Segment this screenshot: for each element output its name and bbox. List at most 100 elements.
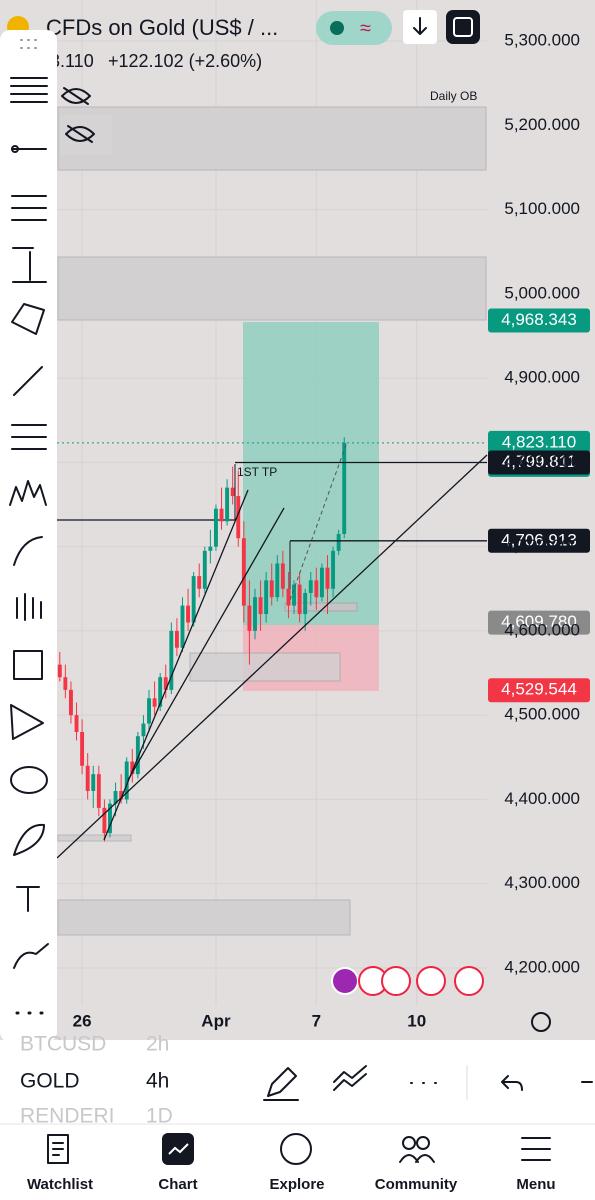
candle-body bbox=[319, 567, 324, 598]
tool[interactable] bbox=[9, 480, 47, 506]
watch-interval[interactable]: 4h bbox=[146, 1070, 169, 1093]
tool[interactable] bbox=[12, 247, 47, 283]
fullscreen-icon bbox=[453, 17, 473, 37]
price-label: 4,823.110 bbox=[502, 432, 576, 451]
candle-body bbox=[180, 605, 185, 648]
price: 3.110 bbox=[50, 51, 94, 71]
x-tick-label: 7 bbox=[312, 1011, 321, 1030]
candle-body bbox=[158, 677, 163, 707]
tool[interactable] bbox=[11, 303, 45, 335]
nav-icon[interactable] bbox=[521, 1137, 551, 1161]
zone bbox=[57, 106, 487, 171]
event-icon[interactable] bbox=[416, 966, 446, 996]
settings-icon[interactable] bbox=[531, 1012, 551, 1032]
y-tick-label: 5,000.000 bbox=[504, 283, 580, 302]
nav-icon[interactable] bbox=[47, 1134, 69, 1164]
price-label: 4,968.343 bbox=[501, 310, 577, 329]
watch-symbol[interactable]: BTCUSD bbox=[20, 1033, 106, 1056]
y-tick-label: 5,300.000 bbox=[504, 31, 580, 50]
tool[interactable] bbox=[10, 704, 44, 740]
candle-body bbox=[130, 761, 135, 775]
candle-body bbox=[191, 576, 196, 623]
tool[interactable] bbox=[10, 766, 48, 794]
candle-body bbox=[286, 588, 291, 606]
levels: 4,968.3434,823.11002:06:024,799.8114,706… bbox=[57, 308, 590, 703]
watch-interval[interactable]: 1D bbox=[146, 1105, 173, 1128]
nav-label[interactable]: Menu bbox=[516, 1176, 555, 1193]
candle-body bbox=[135, 736, 140, 775]
nav-label[interactable]: Watchlist bbox=[27, 1176, 93, 1193]
candle-body bbox=[247, 605, 252, 631]
arrow-icon bbox=[413, 17, 427, 35]
annotation: 1ST TP bbox=[237, 465, 277, 479]
candle-body bbox=[297, 584, 302, 615]
fullscreen-button[interactable] bbox=[446, 10, 480, 44]
nav-icon[interactable] bbox=[280, 1133, 312, 1165]
tool[interactable] bbox=[16, 593, 42, 621]
hide-icon[interactable] bbox=[61, 87, 91, 105]
nav-label[interactable]: Community bbox=[375, 1176, 458, 1193]
price-label: 4,706.913 bbox=[501, 530, 577, 549]
tool bbox=[11, 145, 19, 153]
nav-label[interactable]: Chart bbox=[158, 1176, 197, 1193]
nav-label[interactable]: Explore bbox=[269, 1176, 324, 1193]
candles bbox=[57, 437, 347, 842]
event-icons[interactable] bbox=[331, 966, 484, 996]
candle-body bbox=[124, 761, 129, 800]
market-status[interactable] bbox=[316, 11, 392, 45]
price-label: 4,799.811 bbox=[502, 452, 576, 471]
zone bbox=[57, 256, 487, 321]
tool[interactable] bbox=[11, 195, 47, 221]
watch-symbol[interactable]: RENDERI bbox=[20, 1105, 115, 1128]
tool[interactable] bbox=[13, 823, 45, 856]
event-icon[interactable] bbox=[331, 967, 359, 995]
y-tick-label: 4,700.000 bbox=[504, 536, 580, 555]
candle-body bbox=[275, 563, 280, 598]
candle-body bbox=[57, 664, 62, 678]
nav-icon[interactable] bbox=[162, 1133, 194, 1165]
status-wave: ≈ bbox=[360, 17, 371, 39]
candle-body bbox=[241, 538, 246, 606]
settings-icon[interactable] bbox=[531, 1012, 551, 1032]
candle-body bbox=[141, 723, 146, 737]
candle-body bbox=[102, 807, 107, 834]
tool[interactable] bbox=[11, 424, 47, 450]
x-tick-label: 10 bbox=[407, 1011, 426, 1030]
candle-body bbox=[113, 790, 118, 804]
watch-symbol[interactable]: GOLD bbox=[20, 1070, 80, 1093]
hide-button[interactable] bbox=[60, 115, 112, 155]
tool[interactable] bbox=[10, 77, 48, 103]
undo-button[interactable] bbox=[501, 1075, 523, 1091]
bottom-panel bbox=[0, 1040, 595, 1200]
nav-labels: Watchlist Chart Explore Community Menu bbox=[27, 1176, 556, 1193]
watch-interval[interactable]: 2h bbox=[146, 1033, 169, 1056]
nav-icons bbox=[47, 1133, 551, 1165]
candle-body bbox=[230, 487, 235, 497]
x-tick-label: 26 bbox=[73, 1011, 92, 1030]
symbol-title[interactable]: CFDs on Gold (US$ / ... bbox=[46, 15, 278, 40]
event-icon[interactable] bbox=[454, 966, 484, 996]
event-icon[interactable] bbox=[381, 966, 411, 996]
tool[interactable] bbox=[13, 536, 43, 566]
price-label-box bbox=[488, 610, 590, 635]
nav-icon bbox=[168, 1143, 189, 1155]
tools-button[interactable] bbox=[333, 1065, 367, 1091]
candle-body bbox=[197, 576, 202, 589]
tool[interactable] bbox=[13, 366, 43, 396]
candle-body bbox=[219, 508, 224, 522]
draw-button[interactable] bbox=[263, 1067, 299, 1101]
trend-line bbox=[127, 507, 285, 781]
tool[interactable] bbox=[13, 650, 43, 680]
candle-body bbox=[308, 580, 313, 593]
tool[interactable] bbox=[16, 886, 40, 912]
y-tick-label: 4,200.000 bbox=[504, 957, 580, 976]
drag-handle[interactable] bbox=[20, 39, 37, 49]
candle-body bbox=[163, 677, 168, 690]
tool[interactable] bbox=[13, 943, 49, 969]
candle-body bbox=[96, 774, 101, 808]
nav-icon[interactable] bbox=[402, 1136, 416, 1150]
candle-body bbox=[325, 567, 330, 589]
y-tick-label: 4,400.000 bbox=[504, 789, 580, 808]
y-tick-label: 5,100.000 bbox=[504, 199, 580, 218]
watchlist: BTCUSD 2h GOLD 4h RENDERI 1D bbox=[20, 1033, 173, 1128]
